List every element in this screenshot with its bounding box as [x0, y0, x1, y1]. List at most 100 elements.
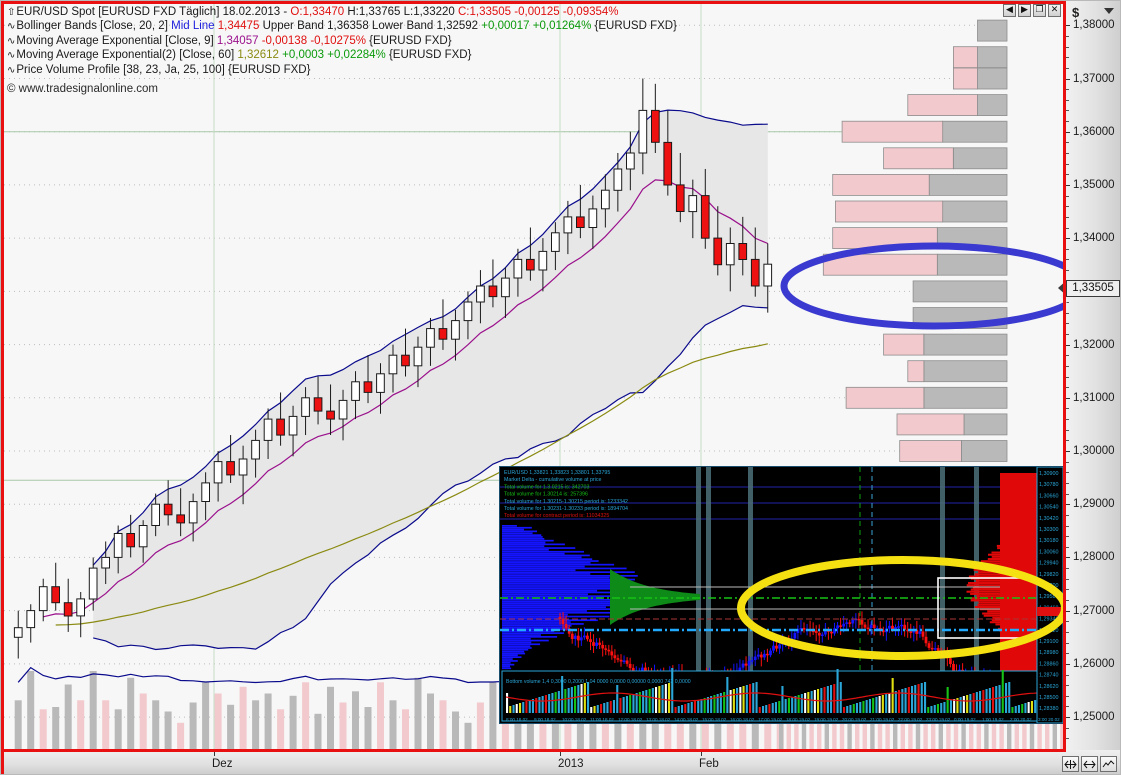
price-minor-tick	[1065, 429, 1069, 431]
price-tick-label: 1,25000	[1073, 711, 1115, 724]
price-minor-tick	[1065, 365, 1069, 367]
price-tick	[1064, 717, 1070, 719]
price-tick-label: 1,36000	[1073, 125, 1115, 138]
price-tick-label: 1,32000	[1073, 338, 1115, 351]
copyright-text: © www.tradesignalonline.com	[7, 83, 159, 95]
axis-scale-controls[interactable]	[1062, 756, 1117, 772]
price-minor-tick	[1065, 67, 1069, 69]
price-tick	[1064, 344, 1070, 346]
inset-header-line: Total volume for 1.30231-1.30233 period …	[504, 506, 628, 512]
price-minor-tick	[1065, 57, 1069, 59]
svg-text:13:00 18.02: 13:00 18.02	[646, 717, 671, 722]
time-tick-label: Dez	[212, 758, 233, 770]
price-tick-label: 1,37000	[1073, 72, 1115, 85]
price-minor-tick	[1065, 35, 1069, 37]
svg-text:15:00 18.02: 15:00 18.02	[702, 717, 727, 722]
svg-text:1,30420: 1,30420	[1039, 516, 1059, 522]
price-minor-tick	[1065, 472, 1069, 474]
svg-text:21:00 19.02: 21:00 19.02	[870, 717, 895, 722]
price-minor-tick	[1065, 525, 1069, 527]
inset-header-line: Market Delta - cumulative volume at pric…	[504, 477, 601, 483]
svg-text:1,30180: 1,30180	[1039, 538, 1059, 544]
price-minor-tick	[1065, 695, 1069, 697]
scale-horizontal-icon[interactable]	[1081, 756, 1098, 772]
svg-text:1,29220: 1,29220	[1039, 628, 1059, 634]
currency-label: $	[1072, 5, 1080, 20]
price-minor-tick	[1065, 493, 1069, 495]
svg-text:1,30780: 1,30780	[1039, 482, 1059, 488]
price-tick-label: 1,35000	[1073, 178, 1115, 191]
close-button[interactable]: ✕	[1048, 4, 1061, 17]
svg-text:1,28860: 1,28860	[1039, 661, 1059, 667]
time-axis[interactable]: Dez 2013 Feb	[1, 750, 1120, 774]
svg-text:11:00 18.02: 11:00 18.02	[590, 717, 614, 722]
svg-text:1,29340: 1,29340	[1039, 617, 1059, 623]
svg-text:0:00 19.02: 0:00 19.02	[954, 717, 976, 722]
inset-header-line: Total volume for 1.30214 is: 257396	[504, 492, 588, 498]
price-minor-tick	[1065, 195, 1069, 197]
price-tick-label: 1,28000	[1073, 551, 1115, 564]
svg-text:2:00 20.02: 2:00 20.02	[1010, 717, 1032, 722]
price-minor-tick	[1065, 163, 1069, 165]
window-controls[interactable]: ◀ ▶ ❐ ✕	[1003, 4, 1061, 17]
price-minor-tick	[1065, 536, 1069, 538]
nav-back-button[interactable]: ◀	[1003, 4, 1016, 17]
price-tick	[1064, 131, 1070, 133]
svg-text:1:00 19.02: 1:00 19.02	[982, 717, 1004, 722]
svg-text:1,30300: 1,30300	[1039, 527, 1059, 533]
inset-market-delta-chart[interactable]: 1,30900 1,30780 1,30660 1,30540 1,30420 1,303…	[499, 466, 1064, 724]
restore-button[interactable]: ❐	[1033, 4, 1046, 17]
svg-text:22:00 19.02: 22:00 19.02	[898, 717, 923, 722]
price-minor-tick	[1065, 153, 1069, 154]
svg-text:3:00 20.02: 3:00 20.02	[1038, 717, 1060, 722]
svg-text:1,30540: 1,30540	[1039, 505, 1059, 511]
price-minor-tick	[1065, 216, 1069, 218]
price-minor-tick	[1065, 738, 1069, 740]
inset-chart-svg: 1,30900 1,30780 1,30660 1,30540 1,30420 1,303…	[500, 467, 1063, 723]
price-tick-label: 1,34000	[1073, 232, 1115, 245]
price-minor-tick	[1065, 546, 1069, 548]
svg-text:10:00 18.02: 10:00 18.02	[562, 717, 587, 722]
svg-text:1,28380: 1,28380	[1039, 706, 1059, 712]
svg-text:1,30660: 1,30660	[1039, 493, 1059, 499]
price-tick-label: 1,30000	[1073, 445, 1115, 457]
time-tick-label: Feb	[699, 758, 719, 770]
svg-text:9:00 18.02: 9:00 18.02	[534, 717, 556, 722]
window-frame-bottom	[1, 749, 1066, 752]
chevron-down-icon[interactable]	[1104, 8, 1114, 14]
svg-text:1,30060: 1,30060	[1039, 549, 1059, 555]
svg-text:1,29940: 1,29940	[1039, 561, 1059, 567]
svg-text:1,28500: 1,28500	[1039, 695, 1059, 701]
svg-text:1,28980: 1,28980	[1039, 650, 1059, 656]
svg-text:18:00 19.02: 18:00 19.02	[786, 717, 811, 722]
price-tick-label: 1,27000	[1073, 604, 1115, 617]
fit-horizontal-icon[interactable]	[1062, 756, 1079, 772]
price-minor-tick	[1065, 514, 1069, 516]
price-minor-tick	[1065, 440, 1069, 442]
price-minor-tick	[1065, 227, 1069, 229]
price-minor-tick	[1065, 355, 1069, 357]
nav-forward-button[interactable]: ▶	[1018, 4, 1031, 17]
svg-text:16:00 18.02: 16:00 18.02	[730, 717, 755, 722]
price-minor-tick	[1065, 419, 1069, 421]
svg-text:19:00 19.02: 19:00 19.02	[814, 717, 839, 722]
price-minor-tick	[1065, 408, 1069, 410]
svg-text:23:00 19.02: 23:00 19.02	[926, 717, 951, 722]
price-minor-tick	[1065, 174, 1069, 176]
price-minor-tick	[1065, 46, 1069, 48]
price-minor-tick	[1065, 482, 1069, 484]
price-tick	[1064, 663, 1070, 665]
price-tick	[1064, 78, 1070, 80]
price-minor-tick	[1065, 206, 1069, 208]
price-tick	[1064, 184, 1070, 186]
price-minor-tick	[1065, 99, 1069, 101]
price-minor-tick	[1065, 142, 1069, 144]
price-axis[interactable]: $ 1,38000 1,37000 1,36000 1,35000 1,34000 1,3…	[1064, 1, 1120, 753]
svg-text:1,29580: 1,29580	[1039, 594, 1059, 600]
price-minor-tick	[1065, 333, 1069, 335]
price-tick-label: 1,38000	[1073, 19, 1115, 32]
autoscale-icon[interactable]	[1100, 756, 1117, 772]
price-minor-tick	[1065, 376, 1069, 378]
price-minor-tick	[1065, 121, 1069, 123]
svg-text:1,28620: 1,28620	[1039, 684, 1059, 690]
